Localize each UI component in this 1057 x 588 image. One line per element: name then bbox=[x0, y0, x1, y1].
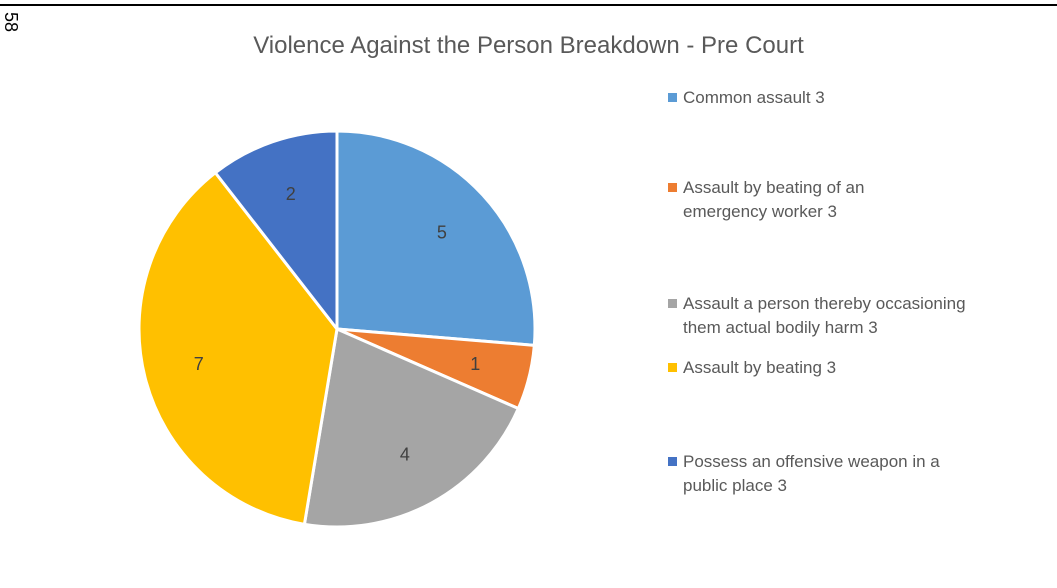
data-label-1: 5 bbox=[437, 222, 447, 242]
legend-swatch-1 bbox=[668, 93, 677, 102]
legend-label-1: Common assault 3 bbox=[683, 88, 825, 107]
data-label-3: 4 bbox=[400, 444, 410, 464]
legend-swatch-2 bbox=[668, 183, 677, 192]
legend-item-3: Assault a person thereby occasioning the… bbox=[668, 292, 973, 340]
legend-item-4: Assault by beating 3 bbox=[668, 356, 983, 380]
pie-slice-3 bbox=[302, 327, 520, 529]
legend-label-5: Possess an offensive weapon in a public … bbox=[683, 452, 940, 495]
chart-title-text: Violence Against the Person Breakdown - … bbox=[253, 32, 804, 59]
pie-slice-4 bbox=[137, 171, 339, 526]
legend-label-2: Assault by beating of an emergency worke… bbox=[683, 178, 865, 221]
legend-label-3: Assault a person thereby occasioning the… bbox=[683, 294, 966, 337]
legend-swatch-5 bbox=[668, 457, 677, 466]
page-top-rule bbox=[0, 4, 1057, 6]
legend-item-2: Assault by beating of an emergency worke… bbox=[668, 176, 893, 224]
legend-item-5: Possess an offensive weapon in a public … bbox=[668, 450, 983, 498]
legend-swatch-4 bbox=[668, 363, 677, 372]
data-label-5: 2 bbox=[286, 184, 296, 204]
data-label-4: 7 bbox=[194, 354, 204, 374]
legend-label-4: Assault by beating 3 bbox=[683, 358, 837, 377]
pie-slice-1 bbox=[335, 129, 537, 347]
legend-swatch-3 bbox=[668, 299, 677, 308]
chart-title: Violence Against the Person Breakdown - … bbox=[0, 32, 1057, 60]
pie-slice-5 bbox=[213, 129, 339, 331]
legend-item-1: Common assault 3 bbox=[668, 86, 983, 110]
data-label-2: 1 bbox=[470, 354, 480, 374]
